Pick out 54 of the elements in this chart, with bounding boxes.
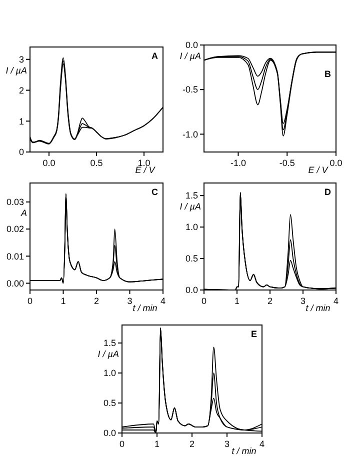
- x-tick-label: 3: [127, 296, 132, 306]
- y-tick-label: -1.0: [182, 129, 198, 140]
- x-axis-title: t / min: [306, 303, 330, 313]
- y-axis-title: I / µA: [180, 202, 201, 212]
- x-tick-label: 0: [119, 439, 125, 449]
- y-tick-label: 0.02: [6, 224, 24, 234]
- x-tick-label: 1: [60, 296, 66, 306]
- x-tick-label: 2: [94, 296, 100, 306]
- y-tick-label: 0.5: [185, 254, 198, 264]
- y-tick-label: 3: [18, 54, 24, 65]
- x-tick-label: 0: [27, 296, 33, 306]
- x-tick-label: 2: [267, 296, 273, 306]
- x-tick-label: -0.5: [279, 158, 295, 168]
- y-tick-label: 0.00: [6, 278, 24, 288]
- chart-title: A: [152, 51, 158, 61]
- y-tick-label: 0.0: [185, 285, 198, 296]
- y-tick-label: 1: [18, 116, 24, 126]
- y-tick-label: 0.0: [185, 40, 198, 50]
- x-tick-label: 1: [234, 296, 240, 306]
- x-axis-title: E / V: [308, 165, 329, 175]
- y-tick-label: 1.0: [103, 368, 116, 378]
- y-tick-label: -0.5: [182, 84, 198, 95]
- y-tick-label: 1.5: [185, 190, 198, 201]
- x-tick-label: 4: [259, 439, 265, 449]
- y-tick-label: 0.03: [6, 197, 24, 208]
- x-tick-label: 0.0: [330, 158, 342, 168]
- x-tick-label: 4: [160, 296, 166, 306]
- x-tick-label: 4: [333, 296, 339, 306]
- y-axis-title: I / µA: [98, 349, 119, 359]
- chart-title: D: [324, 187, 332, 197]
- x-axis-title: E / V: [135, 165, 156, 175]
- x-axis-title: t / min: [132, 303, 158, 313]
- text: C: [152, 187, 158, 197]
- x-tick-label: -1.0: [230, 158, 246, 168]
- y-axis-title: I / µA: [180, 51, 201, 61]
- y-axis-title: A: [20, 208, 27, 218]
- x-tick-label: 0.0: [42, 158, 56, 168]
- x-tick-label: 3: [300, 296, 306, 306]
- x-tick-label: 0.5: [90, 158, 103, 168]
- chart-title: E: [250, 329, 257, 339]
- x-axis-title: t / min: [232, 446, 256, 456]
- y-tick-label: 1.5: [103, 338, 116, 348]
- y-tick-label: 0.5: [103, 398, 116, 408]
- y-tick-label: 0.0: [103, 428, 116, 438]
- text: B: [324, 69, 332, 79]
- y-tick-label: 1.0: [185, 222, 198, 232]
- y-axis-title: I / µA: [6, 65, 27, 76]
- y-tick-label: 0: [18, 147, 24, 158]
- y-tick-label: 2: [18, 85, 24, 96]
- x-tick-label: 1: [154, 439, 160, 449]
- x-tick-label: 1.0: [138, 158, 150, 168]
- x-tick-label: 3: [224, 439, 230, 449]
- y-tick-label: 0.01: [6, 251, 24, 262]
- x-tick-label: 0: [201, 296, 207, 306]
